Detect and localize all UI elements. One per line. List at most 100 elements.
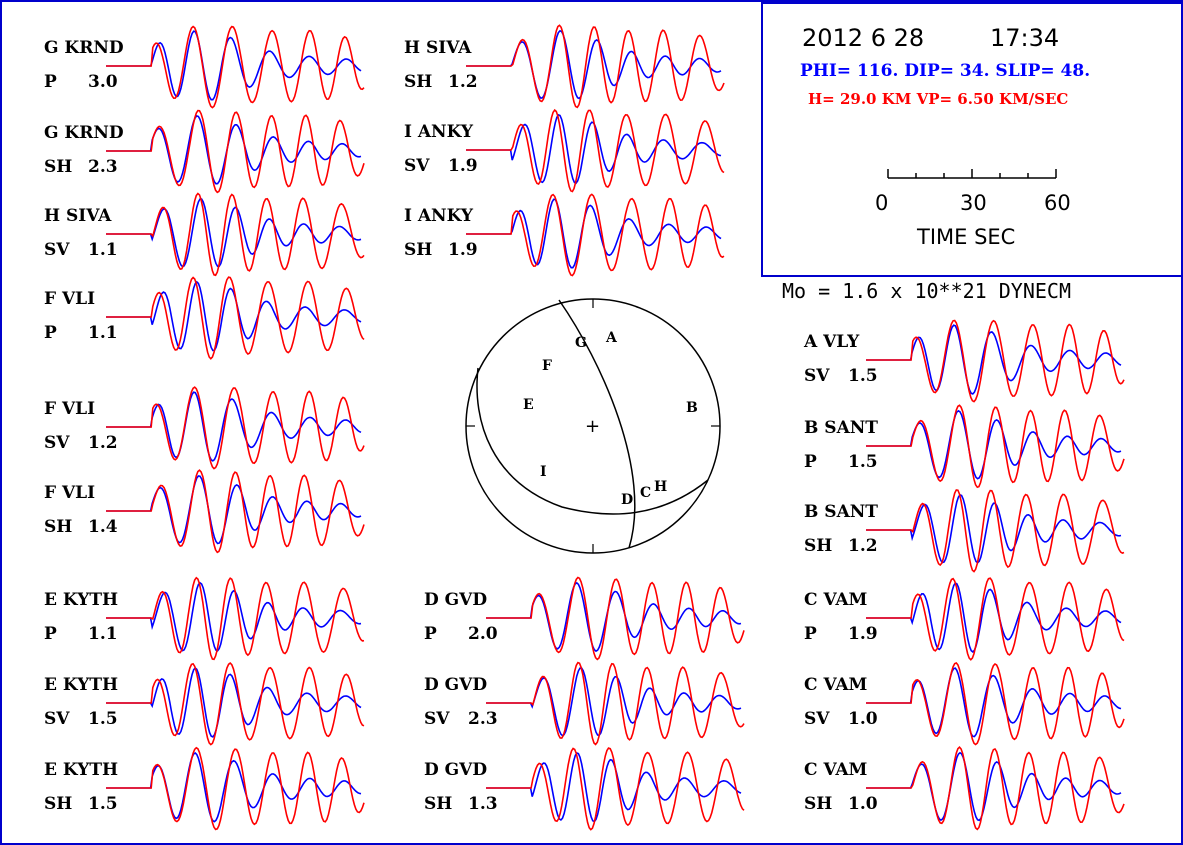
phase-label: SH xyxy=(44,794,72,814)
phase-label: SV xyxy=(424,709,450,729)
phase-label: SV xyxy=(44,240,70,260)
trace-panel: B SANT SH 1.2 xyxy=(804,489,1125,573)
station-code: F VLI xyxy=(44,289,95,309)
station-code: D GVD xyxy=(424,675,487,695)
synthetic-waveform xyxy=(866,662,1125,746)
station-code: D GVD xyxy=(424,760,487,780)
observed-waveform xyxy=(106,114,362,185)
amplitude-value: 1.9 xyxy=(448,240,478,260)
trace-panel: F VLI SV 1.2 xyxy=(44,386,365,470)
phase-label: SV xyxy=(44,709,70,729)
amplitude-value: 1.3 xyxy=(468,794,498,814)
trace-panel: C VAM P 1.9 xyxy=(804,577,1125,661)
trace-panel: B SANT P 1.5 xyxy=(804,404,1125,489)
nodal-plane-2 xyxy=(476,367,709,515)
station-code: E KYTH xyxy=(44,760,118,780)
trace-panel: F VLI SH 1.4 xyxy=(44,469,365,554)
header-box: 2012 6 28 17:34 PHI= 116. DIP= 34. SLIP=… xyxy=(761,2,1181,277)
trace-panel: D GVD SH 1.3 xyxy=(424,747,745,831)
synthetic-waveform xyxy=(866,319,1125,403)
phase-label: SV xyxy=(44,433,70,453)
synthetic-waveform xyxy=(466,108,725,193)
scale-axis-label: TIME SEC xyxy=(916,225,1015,249)
synthetic-waveform xyxy=(106,25,365,109)
station-code: B SANT xyxy=(804,418,878,438)
focal-sphere: + A B C D E F G H I xyxy=(465,298,721,554)
synthetic-waveform xyxy=(106,109,365,194)
synthetic-waveform xyxy=(866,489,1125,573)
station-code: H SIVA xyxy=(404,38,472,58)
synthetic-waveform xyxy=(866,404,1125,489)
amplitude-value: 1.5 xyxy=(88,794,118,814)
amplitude-value: 1.0 xyxy=(848,709,878,729)
synthetic-waveform xyxy=(486,661,745,746)
synthetic-waveform xyxy=(106,746,365,831)
station-code: G KRND xyxy=(44,123,124,143)
station-mark-a: A xyxy=(605,330,618,346)
synthetic-waveform xyxy=(106,192,365,277)
station-code: C VAM xyxy=(804,760,868,780)
station-mark-e: E xyxy=(523,397,534,413)
observed-waveform xyxy=(106,475,362,545)
station-code: I ANKY xyxy=(404,206,474,226)
trace-panel: C VAM SV 1.0 xyxy=(804,662,1125,746)
observed-waveform xyxy=(106,581,362,652)
synthetic-waveform xyxy=(106,576,365,661)
synthetic-waveform xyxy=(486,576,745,661)
synthetic-waveform xyxy=(106,662,365,746)
amplitude-value: 1.5 xyxy=(848,452,878,472)
observed-waveform xyxy=(466,113,722,185)
station-code: D GVD xyxy=(424,590,487,610)
trace-panel: I ANKY SH 1.9 xyxy=(404,193,725,277)
amplitude-value: 1.9 xyxy=(448,156,478,176)
observed-waveform xyxy=(106,198,362,268)
synthetic-waveform xyxy=(486,747,745,831)
event-time: 17:34 xyxy=(990,24,1059,52)
amplitude-value: 1.0 xyxy=(848,794,878,814)
phase-label: P xyxy=(44,72,57,92)
phase-label: P xyxy=(44,323,57,343)
station-code: E KYTH xyxy=(44,590,118,610)
observed-waveform xyxy=(486,581,742,653)
phase-label: SH xyxy=(424,794,452,814)
scale-tick-label: 30 xyxy=(960,191,987,215)
station-mark-f: F xyxy=(542,358,552,374)
station-code: E KYTH xyxy=(44,675,118,695)
station-code: G KRND xyxy=(44,38,124,58)
trace-panel: E KYTH SH 1.5 xyxy=(44,746,365,831)
phase-label: P xyxy=(44,624,57,644)
observed-waveform xyxy=(866,409,1122,480)
phase-label: P xyxy=(424,624,437,644)
trace-panel: G KRND SH 2.3 xyxy=(44,109,365,194)
waveform-panels: G KRND P 3.0 G KRND SH 2.3 H SIVA SV 1.1 F VLI P 1.… xyxy=(44,24,1125,831)
nodal-plane-1 xyxy=(558,299,636,549)
phase-label: SH xyxy=(404,240,432,260)
depth-velocity: H= 29.0 KM VP= 6.50 KM/SEC xyxy=(808,90,1068,108)
station-mark-b: B xyxy=(686,400,698,416)
station-mark-g: G xyxy=(575,335,587,351)
observed-waveform xyxy=(866,493,1122,564)
trace-panel: I ANKY SV 1.9 xyxy=(404,108,725,193)
trace-panel: H SIVA SV 1.1 xyxy=(44,192,365,277)
amplitude-value: 1.2 xyxy=(448,72,478,92)
amplitude-value: 1.1 xyxy=(88,240,118,260)
time-scale-bar: 0 30 60 TIME SEC xyxy=(875,169,1071,249)
amplitude-value: 2.0 xyxy=(468,624,498,644)
station-mark-c: C xyxy=(640,485,651,501)
phase-label: SV xyxy=(404,156,430,176)
synthetic-waveform xyxy=(106,276,365,360)
station-code: F VLI xyxy=(44,399,95,419)
station-code: B SANT xyxy=(804,502,878,522)
synthetic-waveform xyxy=(866,746,1125,831)
amplitude-value: 2.3 xyxy=(88,157,118,177)
trace-panel: H SIVA SH 1.2 xyxy=(404,24,725,109)
synthetic-waveform xyxy=(106,469,365,554)
synthetic-waveform xyxy=(466,193,725,277)
seismic-moment: Mo = 1.6 x 10**21 DYNECM xyxy=(782,279,1071,303)
station-code: A VLY xyxy=(803,332,860,352)
scale-tick-label: 60 xyxy=(1044,191,1071,215)
amplitude-value: 1.1 xyxy=(88,323,118,343)
event-date: 2012 6 28 xyxy=(802,24,924,52)
amplitude-value: 1.5 xyxy=(88,709,118,729)
amplitude-value: 2.3 xyxy=(468,709,498,729)
